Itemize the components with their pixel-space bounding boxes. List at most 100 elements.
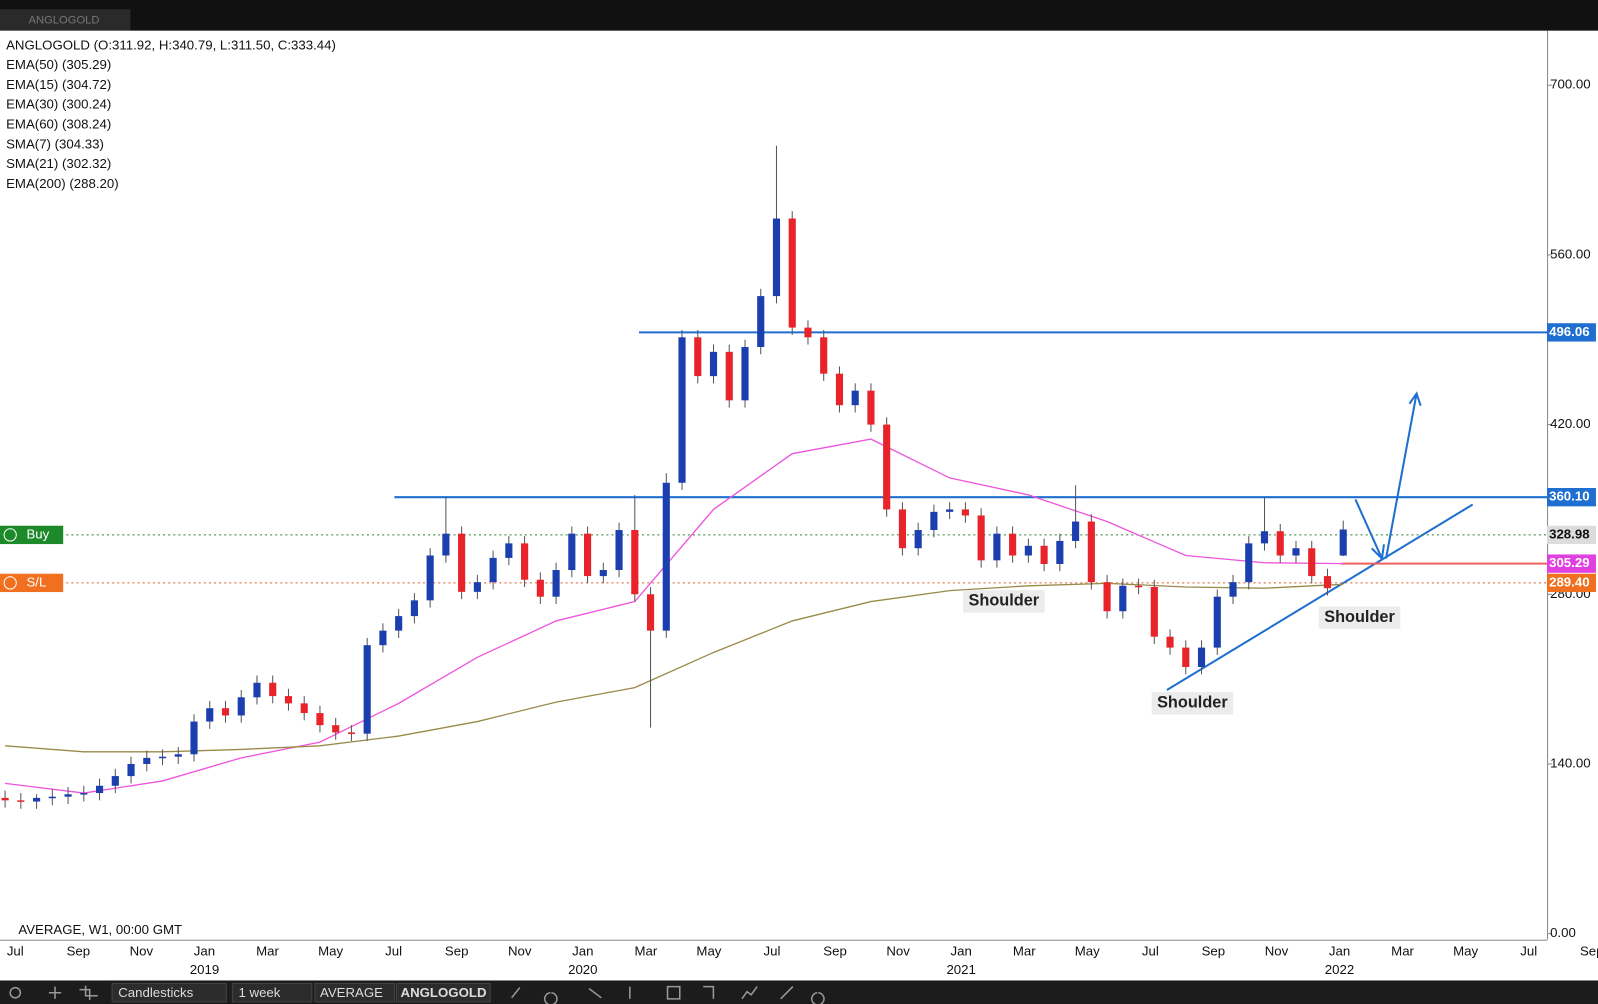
annotation: Shoulder bbox=[969, 592, 1040, 610]
candle-body bbox=[1150, 586, 1158, 637]
candle-body bbox=[1245, 543, 1253, 583]
candle-body bbox=[835, 373, 844, 406]
candle-body bbox=[458, 533, 466, 592]
legend-entry: EMA(50) (305.29) bbox=[6, 57, 111, 72]
candle-body bbox=[1072, 521, 1080, 541]
candle-body bbox=[505, 543, 513, 558]
x-tick-label: Jul bbox=[1142, 943, 1159, 958]
annotation: Shoulder bbox=[1324, 608, 1395, 626]
annotation-bg bbox=[1318, 606, 1401, 629]
candle-body bbox=[615, 530, 623, 571]
toolbar-label: AVERAGE bbox=[320, 985, 383, 1000]
candle-body bbox=[174, 754, 182, 757]
indicator-line bbox=[5, 582, 1344, 753]
candle-body bbox=[426, 555, 434, 601]
price-level-label: 289.40 bbox=[1549, 574, 1589, 589]
x-tick-label: Nov bbox=[886, 943, 910, 958]
x-tick-label: May bbox=[1075, 943, 1100, 958]
candle-body bbox=[363, 645, 371, 734]
candle-body bbox=[1056, 540, 1064, 564]
x-tick-label: Jan bbox=[194, 943, 215, 958]
candle-body bbox=[914, 530, 922, 549]
candle-body bbox=[143, 757, 151, 764]
candle-body bbox=[284, 696, 293, 704]
candle-body bbox=[599, 570, 607, 577]
candle-body bbox=[1213, 596, 1221, 648]
candle-body bbox=[536, 579, 544, 597]
icon[interactable] bbox=[79, 985, 98, 1000]
x-year-label: 2021 bbox=[946, 962, 975, 977]
icon[interactable] bbox=[511, 985, 825, 1004]
candle-body bbox=[410, 600, 418, 617]
dropdown[interactable] bbox=[395, 983, 491, 1003]
price-level-label: 496.06 bbox=[1549, 324, 1589, 339]
candle-body bbox=[757, 296, 765, 348]
candle-body bbox=[820, 337, 828, 374]
candle-body bbox=[1087, 521, 1095, 583]
candle-body bbox=[1260, 531, 1269, 544]
candle-body bbox=[80, 793, 88, 795]
candle-body bbox=[95, 785, 104, 794]
price-level-box bbox=[1547, 554, 1596, 573]
candle-body bbox=[977, 515, 985, 561]
candle-body bbox=[1009, 533, 1017, 556]
x-tick-label: May bbox=[318, 943, 343, 958]
x-tick-label: Mar bbox=[1391, 943, 1414, 958]
candle-body bbox=[1, 797, 9, 801]
price-level-label: 328.98 bbox=[1549, 526, 1589, 541]
tab[interactable] bbox=[0, 9, 131, 31]
price-level-box bbox=[1547, 323, 1596, 342]
candle-body bbox=[631, 530, 639, 595]
candle-body bbox=[788, 218, 796, 328]
dropdown[interactable] bbox=[231, 983, 313, 1003]
icon[interactable] bbox=[48, 986, 62, 999]
candle-body bbox=[725, 351, 733, 401]
order-button-bg bbox=[0, 573, 64, 593]
tab-label[interactable]: ANGLOGOLD bbox=[29, 14, 100, 26]
arrow bbox=[1385, 391, 1422, 559]
x-tick-label: Nov bbox=[1265, 943, 1289, 958]
candle-body bbox=[332, 725, 340, 733]
dropdown[interactable] bbox=[111, 983, 227, 1003]
candle-body bbox=[867, 390, 875, 425]
x-tick-label: Mar bbox=[1013, 943, 1036, 958]
order-button[interactable]: S/L bbox=[0, 573, 64, 593]
toolbar-label: 1 week bbox=[238, 985, 280, 1000]
x-tick-label: Sep bbox=[445, 943, 469, 958]
x-tick-label: Sep bbox=[823, 943, 847, 958]
candle-body bbox=[489, 557, 497, 583]
candle-body bbox=[473, 582, 481, 592]
x-tick-label: Jan bbox=[1329, 943, 1350, 958]
candle-body bbox=[709, 351, 718, 377]
toolbar-icons bbox=[9, 985, 825, 1004]
candle-body bbox=[552, 570, 560, 597]
x-tick-label: Jul bbox=[7, 943, 24, 958]
x-year-label: 2022 bbox=[1325, 962, 1354, 977]
legend-entry: EMA(200) (288.20) bbox=[6, 176, 119, 191]
candle-body bbox=[347, 732, 355, 734]
annotation-bg bbox=[963, 590, 1045, 613]
x-year-label: 2019 bbox=[190, 962, 219, 977]
candle-body bbox=[64, 794, 72, 797]
candle-body bbox=[300, 703, 308, 714]
legend-entry: ANGLOGOLD (O:311.92, H:340.79, L:311.50,… bbox=[6, 37, 336, 52]
candle-body bbox=[993, 533, 1001, 561]
order-button[interactable]: Buy bbox=[0, 525, 64, 545]
x-tick-label: Mar bbox=[256, 943, 279, 958]
order-button-label: S/L bbox=[26, 574, 46, 589]
order-button-icon bbox=[3, 528, 17, 542]
candle-body bbox=[1166, 636, 1174, 648]
x-tick-label: Jan bbox=[572, 943, 593, 958]
candle-body bbox=[678, 337, 686, 483]
candle-body bbox=[127, 763, 135, 777]
candle-body bbox=[316, 713, 324, 726]
toolbar-label: Candlesticks bbox=[118, 985, 193, 1000]
y-tick-label: 700.00 bbox=[1550, 77, 1590, 92]
dropdown[interactable] bbox=[314, 983, 395, 1003]
candle-body bbox=[1339, 529, 1347, 556]
icon[interactable] bbox=[9, 986, 22, 999]
x-tick-label: Mar bbox=[634, 943, 657, 958]
candle-body bbox=[442, 533, 450, 556]
